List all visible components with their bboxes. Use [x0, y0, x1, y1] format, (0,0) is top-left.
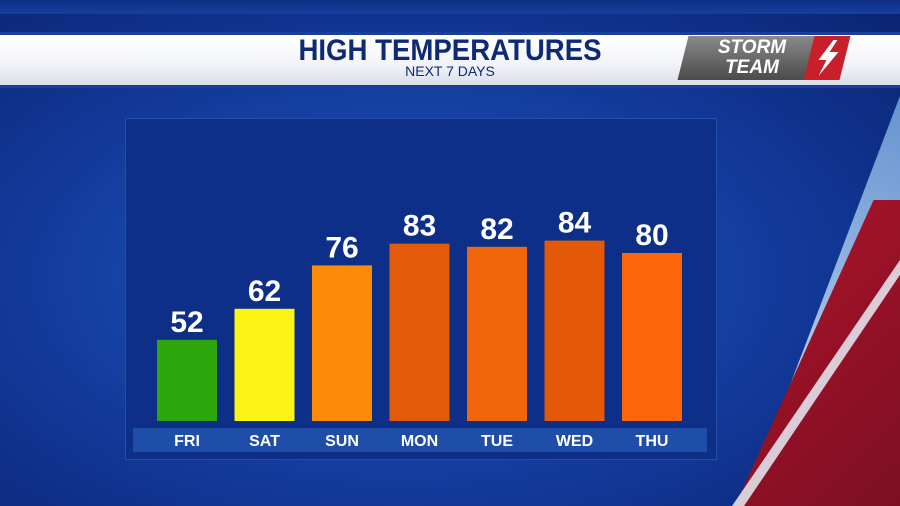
x-tick-fri: FRI	[174, 433, 200, 450]
top-stripe	[0, 0, 900, 14]
x-tick-tue: TUE	[481, 433, 513, 450]
data-label-thu: 80	[635, 219, 668, 252]
data-label-fri: 52	[170, 306, 203, 339]
x-axis-band	[133, 428, 707, 452]
bar-mon	[389, 243, 450, 421]
data-label-sat: 62	[248, 275, 281, 308]
data-label-tue: 82	[480, 213, 513, 246]
lightning-bolt-icon	[803, 36, 851, 80]
bar-sat	[234, 308, 295, 421]
storm-team-logo: STORM TEAM	[677, 36, 851, 80]
x-tick-mon: MON	[401, 433, 438, 450]
x-tick-sun: SUN	[325, 433, 359, 450]
bar-wed	[544, 240, 605, 421]
logo-line-storm: STORM	[717, 37, 787, 58]
data-label-wed: 84	[558, 207, 592, 240]
chart-title: HIGH TEMPERATURES	[298, 34, 602, 67]
bar-tue	[467, 246, 527, 421]
data-label-mon: 83	[403, 210, 436, 243]
bar-sun	[312, 265, 372, 421]
bar-thu	[622, 253, 682, 421]
chart-subtitle: NEXT 7 DAYS	[405, 63, 495, 79]
x-tick-wed: WED	[556, 433, 593, 450]
data-label-sun: 76	[325, 231, 358, 264]
logo-line-team: TEAM	[725, 57, 779, 78]
x-tick-sat: SAT	[249, 433, 280, 450]
x-tick-thu: THU	[636, 433, 669, 450]
bar-fri	[157, 339, 217, 421]
